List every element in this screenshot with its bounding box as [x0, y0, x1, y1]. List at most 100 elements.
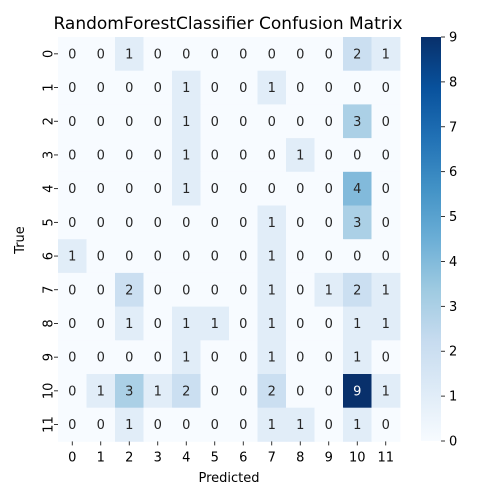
cell-value-label: 2 — [125, 283, 133, 298]
cell-value-label: 0 — [97, 250, 105, 265]
heatmap-cell — [343, 306, 372, 341]
heatmap-cell — [200, 104, 230, 139]
heatmap-cell — [172, 205, 201, 240]
heatmap-cell — [58, 171, 87, 206]
y-tick-label: 10 — [42, 383, 57, 400]
colorbar-tick-label: 3 — [449, 300, 457, 315]
cell-value-label: 0 — [211, 182, 219, 197]
cell-value-label: 0 — [296, 283, 304, 298]
cell-value-label: 0 — [268, 47, 276, 62]
cell-value-label: 0 — [211, 148, 219, 163]
cell-value-label: 0 — [154, 317, 162, 332]
cell-value-label: 0 — [239, 351, 247, 366]
cell-value-label: 1 — [382, 283, 390, 298]
cell-value-label: 0 — [97, 115, 105, 130]
cell-value-label: 0 — [211, 47, 219, 62]
heatmap-cell — [371, 104, 401, 139]
heatmap-cell — [172, 70, 201, 105]
x-tick-label: 1 — [97, 450, 105, 465]
heatmap-cell — [257, 407, 287, 442]
colorbar-tick-label: 4 — [449, 255, 457, 270]
heatmap-cell — [115, 272, 144, 307]
heatmap-cell — [143, 171, 173, 206]
heatmap-cell — [371, 205, 401, 240]
cell-value-label: 0 — [68, 115, 76, 130]
cell-value-label: 1 — [182, 317, 190, 332]
heatmap-cell — [58, 272, 87, 307]
cell-value-label: 0 — [382, 351, 390, 366]
cell-value-label: 0 — [154, 115, 162, 130]
heatmap-cell — [286, 138, 315, 173]
heatmap-cell — [86, 205, 116, 240]
heatmap-cell — [314, 70, 344, 105]
cell-value-label: 0 — [296, 81, 304, 96]
heatmap-cell — [314, 37, 344, 72]
heatmap-cell — [371, 374, 401, 409]
cell-value-label: 0 — [97, 81, 105, 96]
cell-value-label: 3 — [353, 115, 361, 130]
heatmap-cell — [143, 205, 173, 240]
heatmap-cell — [86, 37, 116, 72]
x-tick-label: 8 — [296, 450, 304, 465]
x-axis-ticks: 0 1 2 3 4 5 6 7 8 9 10 11 — [68, 441, 394, 465]
cell-value-label: 3 — [125, 384, 133, 399]
cell-value-label: 1 — [182, 351, 190, 366]
heatmap-cell — [257, 374, 287, 409]
chart-title: RandomForestClassifier Confusion Matrix — [53, 14, 402, 34]
heatmap-cell — [229, 374, 258, 409]
heatmap-cell — [286, 407, 315, 442]
cell-value-label: 0 — [211, 283, 219, 298]
heatmap-cell — [115, 306, 144, 341]
heatmap-cell — [229, 37, 258, 72]
heatmap-cell — [172, 374, 201, 409]
cell-value-label: 0 — [382, 216, 390, 231]
heatmap-cell — [286, 340, 315, 375]
y-tick-label: 2 — [42, 117, 57, 125]
heatmap-cell — [286, 272, 315, 307]
heatmap-cell — [371, 171, 401, 206]
heatmap-cell — [314, 239, 344, 274]
cell-value-label: 1 — [325, 283, 333, 298]
cell-value-label: 0 — [125, 351, 133, 366]
colorbar-tick-label: 1 — [449, 390, 457, 405]
heatmap-cell — [86, 239, 116, 274]
cell-value-label: 0 — [239, 384, 247, 399]
cell-value-label: 1 — [353, 418, 361, 433]
cell-value-label: 0 — [68, 182, 76, 197]
heatmap-cell — [229, 70, 258, 105]
heatmap-cell — [343, 138, 372, 173]
heatmap-cell — [371, 340, 401, 375]
heatmap-cell — [86, 104, 116, 139]
cell-value-label: 0 — [68, 418, 76, 433]
heatmap-cell — [200, 340, 230, 375]
cell-value-label: 0 — [125, 216, 133, 231]
heatmap-cell — [286, 104, 315, 139]
cell-value-label: 0 — [68, 283, 76, 298]
heatmap-cell — [314, 407, 344, 442]
cell-value-label: 0 — [182, 418, 190, 433]
heatmap-cell — [229, 407, 258, 442]
x-tick-label: 0 — [68, 450, 76, 465]
cell-value-label: 0 — [97, 317, 105, 332]
heatmap-cell — [143, 104, 173, 139]
cell-value-label: 1 — [182, 81, 190, 96]
heatmap-cell — [58, 104, 87, 139]
cell-value-label: 0 — [125, 148, 133, 163]
heatmap-cell — [200, 138, 230, 173]
cell-value-label: 0 — [325, 81, 333, 96]
cell-value-label: 1 — [268, 250, 276, 265]
cell-value-label: 0 — [125, 250, 133, 265]
heatmap-cell-labels: 0 0 1 0 0 0 0 0 0 0 2 1 0 0 0 0 1 0 0 1 0 0 0 0 0 0 0 0 1 0 0 0 0 0 3 0 0 0 0 0… — [68, 47, 390, 433]
cell-value-label: 0 — [268, 148, 276, 163]
cell-value-label: 0 — [325, 250, 333, 265]
heatmap-cell — [229, 205, 258, 240]
cell-value-label: 0 — [296, 250, 304, 265]
colorbar-tick-label: 7 — [449, 120, 457, 135]
cell-value-label: 0 — [211, 216, 219, 231]
heatmap-cell — [343, 70, 372, 105]
cell-value-label: 0 — [382, 182, 390, 197]
y-tick-label: 6 — [42, 252, 57, 260]
colorbar-tick-label: 5 — [449, 210, 457, 225]
cell-value-label: 2 — [353, 47, 361, 62]
cell-value-label: 0 — [325, 351, 333, 366]
